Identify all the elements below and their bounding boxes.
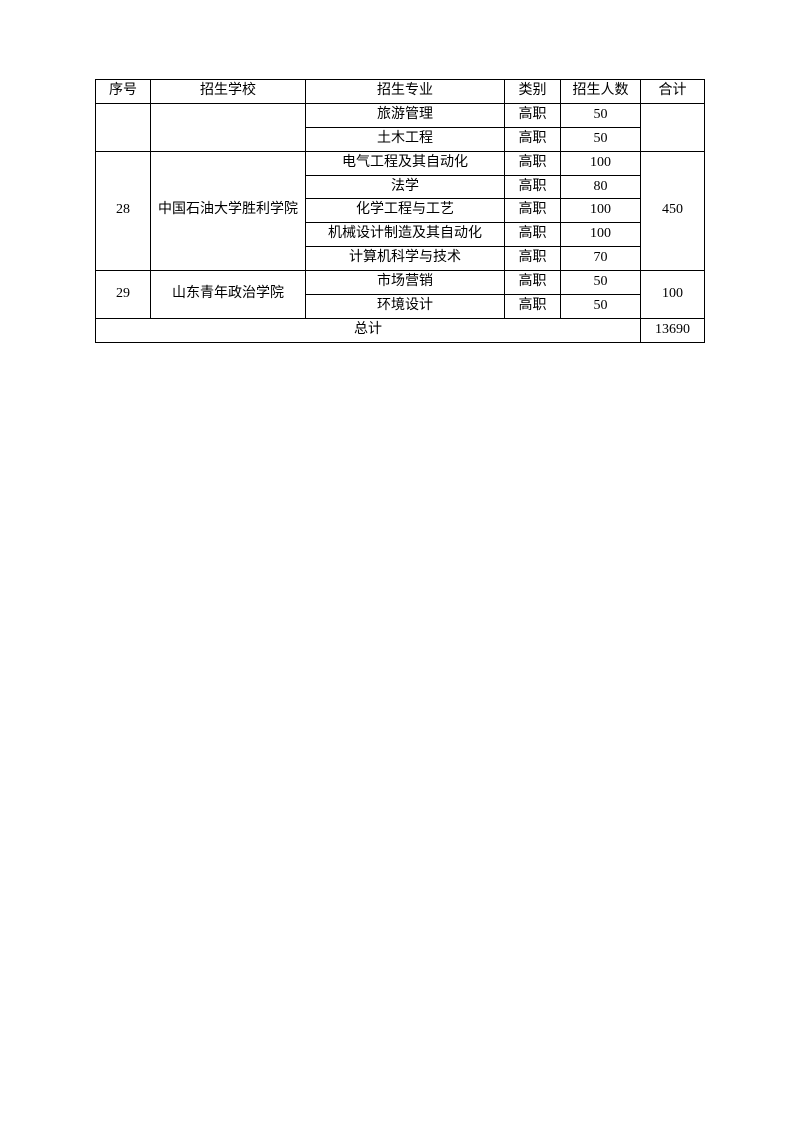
cell-num: 100 [561, 223, 641, 247]
footer-value: 13690 [641, 318, 705, 342]
cell-major: 计算机科学与技术 [306, 247, 505, 271]
cell-cat: 高职 [505, 271, 561, 295]
table-body: 旅游管理高职50土木工程高职5028中国石油大学胜利学院电气工程及其自动化高职1… [96, 103, 705, 318]
cell-cat: 高职 [505, 199, 561, 223]
cell-num: 50 [561, 103, 641, 127]
table-row: 28中国石油大学胜利学院电气工程及其自动化高职100450 [96, 151, 705, 175]
cell-major: 化学工程与工艺 [306, 199, 505, 223]
header-seq: 序号 [96, 80, 151, 104]
cell-num: 100 [561, 199, 641, 223]
cell-major: 土木工程 [306, 127, 505, 151]
table-header-row: 序号 招生学校 招生专业 类别 招生人数 合计 [96, 80, 705, 104]
header-major: 招生专业 [306, 80, 505, 104]
cell-seq: 29 [96, 271, 151, 319]
cell-cat: 高职 [505, 175, 561, 199]
enrollment-table: 序号 招生学校 招生专业 类别 招生人数 合计 旅游管理高职50土木工程高职50… [95, 79, 705, 343]
cell-major: 电气工程及其自动化 [306, 151, 505, 175]
header-total: 合计 [641, 80, 705, 104]
cell-num: 50 [561, 127, 641, 151]
table-row: 旅游管理高职50 [96, 103, 705, 127]
cell-major: 机械设计制造及其自动化 [306, 223, 505, 247]
cell-cat: 高职 [505, 223, 561, 247]
cell-total: 100 [641, 271, 705, 319]
cell-num: 70 [561, 247, 641, 271]
cell-cat: 高职 [505, 151, 561, 175]
cell-num: 80 [561, 175, 641, 199]
table-row: 29山东青年政治学院市场营销高职50100 [96, 271, 705, 295]
cell-school: 山东青年政治学院 [151, 271, 306, 319]
cell-cat: 高职 [505, 103, 561, 127]
header-cat: 类别 [505, 80, 561, 104]
cell-total [641, 103, 705, 151]
cell-school: 中国石油大学胜利学院 [151, 151, 306, 270]
cell-num: 50 [561, 295, 641, 319]
cell-major: 旅游管理 [306, 103, 505, 127]
cell-seq [96, 103, 151, 151]
cell-cat: 高职 [505, 247, 561, 271]
cell-num: 50 [561, 271, 641, 295]
cell-major: 环境设计 [306, 295, 505, 319]
header-school: 招生学校 [151, 80, 306, 104]
cell-seq: 28 [96, 151, 151, 270]
header-num: 招生人数 [561, 80, 641, 104]
cell-num: 100 [561, 151, 641, 175]
cell-major: 市场营销 [306, 271, 505, 295]
cell-cat: 高职 [505, 127, 561, 151]
table-footer-row: 总计 13690 [96, 318, 705, 342]
footer-label: 总计 [96, 318, 641, 342]
cell-major: 法学 [306, 175, 505, 199]
cell-cat: 高职 [505, 295, 561, 319]
cell-total: 450 [641, 151, 705, 270]
cell-school [151, 103, 306, 151]
